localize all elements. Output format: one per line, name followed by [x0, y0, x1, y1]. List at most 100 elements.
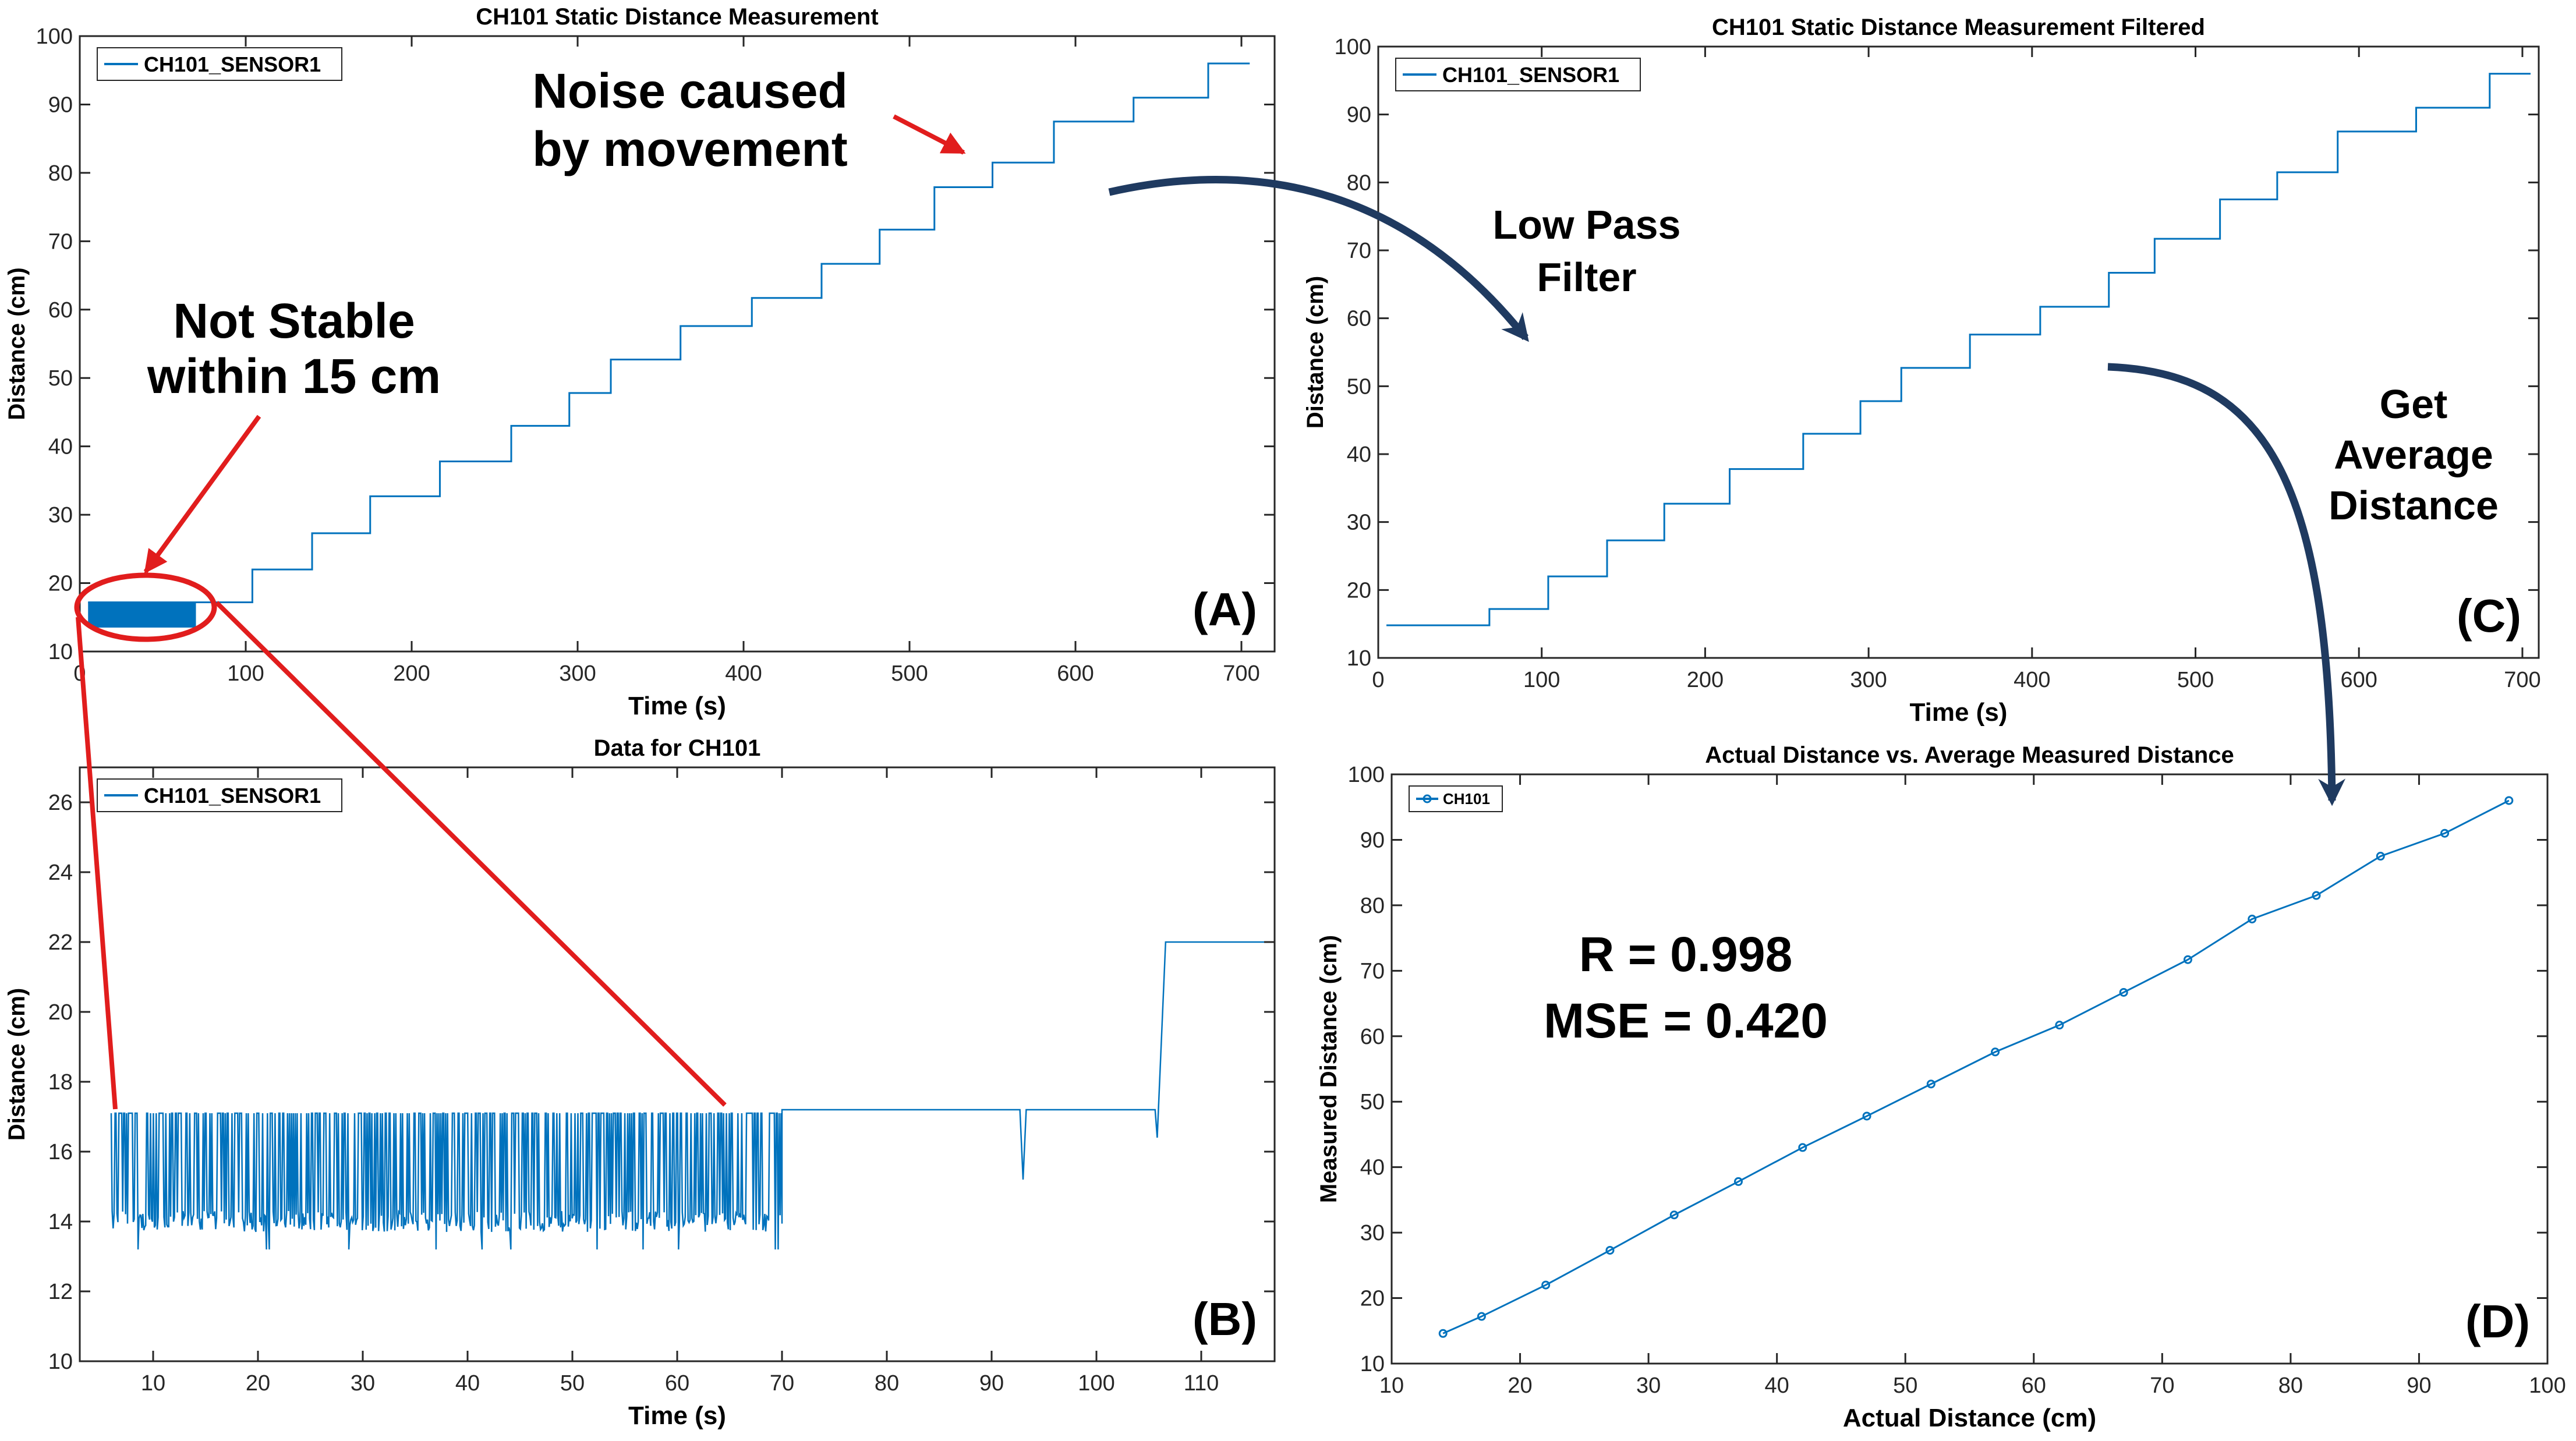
panel-label: (C)	[2457, 590, 2521, 642]
y-tick-label: 14	[48, 1210, 73, 1234]
y-tick-label: 100	[36, 24, 73, 49]
x-tick-label: 200	[1687, 668, 1724, 692]
legend-marker	[1423, 794, 1432, 803]
x-axis-label: Time (s)	[628, 692, 726, 720]
y-tick-label: 10	[48, 1350, 73, 1374]
plot-frame	[79, 766, 1276, 1362]
step-line	[1386, 73, 2531, 626]
data-point	[1605, 1245, 1615, 1255]
x-tick-label: 40	[1765, 1373, 1789, 1398]
y-tick-label: 20	[1360, 1287, 1385, 1311]
y-tick-label: 90	[1347, 103, 1371, 128]
data-point	[1669, 1210, 1679, 1220]
chart-panel-c: 0 100 200 300 400 500 600 700 10 20 30 40 50 60 70 80 90…	[1303, 15, 2541, 727]
zoom-line-left	[76, 617, 118, 1110]
y-tick-label: 70	[1347, 239, 1371, 263]
unstable-region-ellipse	[74, 572, 217, 642]
y-tick-label: 90	[48, 93, 73, 117]
y-tick-label: 80	[48, 161, 73, 186]
y-tick-label: 12	[48, 1280, 73, 1304]
x-tick-label: 60	[2022, 1373, 2046, 1398]
unstable-annotation-line1: Not Stable	[173, 293, 415, 348]
data-point	[2119, 987, 2128, 997]
data-point	[1477, 1312, 1486, 1321]
unstable-annotation-line2: within 15 cm	[147, 349, 441, 403]
y-tick-label: 40	[48, 435, 73, 459]
y-tick-label: 30	[1360, 1221, 1385, 1245]
y-tick-label: 70	[48, 229, 73, 254]
mse-value-text: MSE = 0.420	[1544, 993, 1828, 1048]
raw-line	[110, 941, 1264, 1250]
x-tick-label: 50	[1893, 1373, 1917, 1398]
legend-label: CH101_SENSOR1	[144, 52, 321, 76]
y-tick-label: 80	[1347, 171, 1371, 195]
data-point	[1798, 1143, 1807, 1152]
y-tick-label: 90	[1360, 828, 1385, 852]
y-tick-label: 26	[48, 791, 73, 815]
y-tick-label: 16	[48, 1140, 73, 1164]
y-tick-label: 18	[48, 1070, 73, 1095]
y-tick-label: 50	[1347, 374, 1371, 399]
y-tick-label: 50	[1360, 1090, 1385, 1114]
series-ch101	[1438, 796, 2514, 1338]
panel-label: (D)	[2465, 1295, 2530, 1347]
plot-frame	[1390, 773, 2549, 1365]
x-tick-label: 400	[725, 661, 762, 686]
x-tick-label: 400	[2014, 668, 2050, 692]
x-tick-label: 20	[1508, 1373, 1532, 1398]
x-tick-label: 100	[227, 661, 264, 686]
x-tick-label: 70	[770, 1371, 794, 1396]
noise-annotation-line1: Noise caused	[532, 63, 848, 118]
data-point	[1991, 1047, 2000, 1057]
chart-title: Actual Distance vs. Average Measured Dis…	[1705, 742, 2234, 768]
data-point	[1862, 1111, 1871, 1121]
data-point	[1734, 1177, 1743, 1186]
y-tick-label: 80	[1360, 894, 1385, 918]
y-tick-label: 40	[1360, 1156, 1385, 1180]
average-annotation-line1: Get	[2380, 381, 2448, 427]
x-axis-label: Time (s)	[1910, 698, 2008, 727]
data-point	[2248, 915, 2257, 924]
x-tick-label: 200	[393, 661, 430, 686]
x-tick-label: 30	[351, 1371, 375, 1396]
data-point	[1438, 1329, 1448, 1338]
series-ch101_sensor1	[110, 941, 1264, 1250]
x-axis-label: Time (s)	[628, 1401, 726, 1430]
x-tick-label: 600	[1057, 661, 1094, 686]
y-tick-label: 10	[1347, 646, 1371, 671]
x-tick-label: 700	[2504, 668, 2540, 692]
legend-label: CH101	[1443, 790, 1490, 808]
y-axis-label: Distance (cm)	[4, 988, 30, 1141]
x-tick-label: 90	[2407, 1373, 2431, 1398]
data-point	[2504, 796, 2514, 805]
legend: CH101_SENSOR1	[1395, 58, 1641, 91]
data-point	[2183, 955, 2192, 964]
y-tick-label: 60	[1347, 307, 1371, 331]
chart-panel-a: 0 100 200 300 400 500 600 700102030405060708090…	[4, 4, 1276, 720]
x-tick-label: 20	[246, 1371, 270, 1396]
step-line	[88, 62, 1250, 603]
x-tick-label: 700	[1223, 661, 1259, 686]
x-tick-label: 110	[1184, 1371, 1219, 1396]
chart-title: CH101 Static Distance Measurement Filter…	[1712, 15, 2205, 40]
plot-frame	[79, 35, 1276, 653]
legend: CH101_SENSOR1	[97, 778, 342, 812]
data-point	[2312, 891, 2321, 900]
y-tick-label: 100	[1335, 35, 1371, 59]
x-tick-label: 300	[559, 661, 596, 686]
data-point	[2376, 852, 2385, 861]
y-tick-label: 60	[48, 298, 73, 323]
y-tick-label: 100	[1348, 763, 1385, 787]
x-tick-label: 80	[875, 1371, 899, 1396]
x-axis-label: Actual Distance (cm)	[1843, 1404, 2096, 1432]
r-value-text: R = 0.998	[1579, 927, 1793, 982]
legend-label: CH101_SENSOR1	[144, 784, 321, 808]
y-tick-label: 30	[48, 503, 73, 527]
chart-panels: 0 100 200 300 400 500 600 700 10 20 30 40 50 60 70 80 90…	[4, 4, 2566, 1432]
average-annotation-line3: Distance	[2329, 483, 2499, 528]
x-tick-label: 90	[979, 1371, 1004, 1396]
x-tick-label: 100	[1078, 1371, 1114, 1396]
low-pass-annotation-line1: Low Pass	[1493, 202, 1681, 247]
x-tick-label: 80	[2278, 1373, 2303, 1398]
